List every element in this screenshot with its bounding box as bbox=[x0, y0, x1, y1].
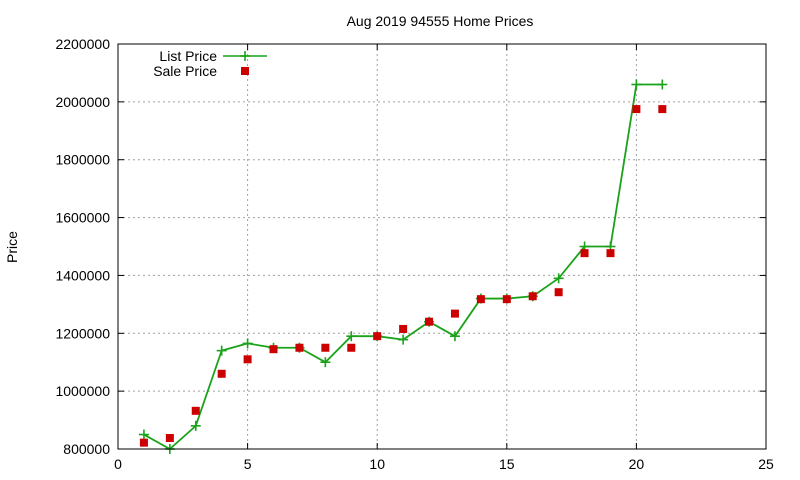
data-point-list-price bbox=[242, 338, 253, 349]
data-point-sale-price bbox=[321, 343, 330, 352]
series-sale-price bbox=[139, 105, 667, 447]
data-point-sale-price bbox=[269, 345, 278, 354]
data-point-list-price bbox=[216, 345, 227, 356]
legend-label-sale-price: Sale Price bbox=[153, 63, 217, 79]
plot-frame bbox=[117, 43, 767, 450]
data-point-sale-price bbox=[217, 369, 226, 378]
data-point-list-price bbox=[657, 79, 668, 90]
data-point-list-price bbox=[631, 79, 642, 90]
data-point-sale-price bbox=[580, 249, 589, 258]
data-point-sale-price bbox=[347, 343, 356, 352]
data-point-list-price bbox=[138, 429, 149, 440]
y-tick-label: 1800000 bbox=[55, 152, 110, 168]
x-tick-label: 15 bbox=[499, 456, 515, 472]
series-layer bbox=[138, 79, 668, 454]
x-tick-label: 25 bbox=[758, 456, 774, 472]
data-point-sale-price bbox=[476, 295, 485, 304]
x-tick-labels: 0 5 10 15 20 25 bbox=[114, 456, 774, 472]
x-tick-label: 10 bbox=[369, 456, 385, 472]
data-point-sale-price bbox=[606, 249, 615, 258]
series-list-price bbox=[138, 79, 668, 454]
y-tick-label: 2200000 bbox=[55, 36, 110, 52]
y-tick-label: 2000000 bbox=[55, 94, 110, 110]
y-tick-labels: 800000 1000000 1200000 1400000 1600000 180000… bbox=[55, 36, 110, 457]
x-tick-label: 20 bbox=[629, 456, 645, 472]
data-point-list-price bbox=[190, 420, 201, 431]
data-point-sale-price bbox=[502, 295, 511, 304]
legend-marker-sale-price bbox=[241, 67, 249, 75]
data-point-sale-price bbox=[373, 332, 382, 341]
data-point-sale-price bbox=[399, 324, 408, 333]
data-point-sale-price bbox=[528, 292, 537, 301]
y-tick-label: 1600000 bbox=[55, 210, 110, 226]
x-tick-label: 0 bbox=[114, 456, 122, 472]
series-line-list-price bbox=[143, 83, 663, 450]
x-tick-label: 5 bbox=[244, 456, 252, 472]
grid-lines bbox=[118, 44, 766, 449]
y-tick-label: 800000 bbox=[63, 441, 110, 457]
chart-title: Aug 2019 94555 Home Prices bbox=[347, 13, 534, 29]
axis-ticks bbox=[117, 43, 767, 450]
data-point-sale-price bbox=[165, 434, 174, 443]
data-point-sale-price bbox=[554, 288, 563, 297]
data-point-list-price bbox=[553, 273, 564, 284]
y-axis-label: Price bbox=[4, 231, 20, 263]
data-point-sale-price bbox=[632, 105, 641, 114]
y-tick-label: 1200000 bbox=[55, 325, 110, 341]
legend-label-list-price: List Price bbox=[159, 48, 217, 64]
data-point-sale-price bbox=[243, 355, 252, 364]
data-point-list-price bbox=[398, 334, 409, 345]
data-point-sale-price bbox=[450, 309, 459, 318]
data-point-list-price bbox=[449, 331, 460, 342]
data-point-sale-price bbox=[425, 317, 434, 326]
legend: List Price Sale Price bbox=[153, 48, 267, 79]
legend-marker-list-price bbox=[240, 51, 250, 61]
y-tick-label: 1400000 bbox=[55, 267, 110, 283]
y-tick-label: 1000000 bbox=[55, 383, 110, 399]
data-point-list-price bbox=[320, 357, 331, 368]
data-point-list-price bbox=[346, 331, 357, 342]
data-point-sale-price bbox=[191, 406, 200, 415]
data-point-sale-price bbox=[295, 343, 304, 352]
data-point-sale-price bbox=[658, 105, 667, 114]
data-point-sale-price bbox=[139, 438, 148, 447]
